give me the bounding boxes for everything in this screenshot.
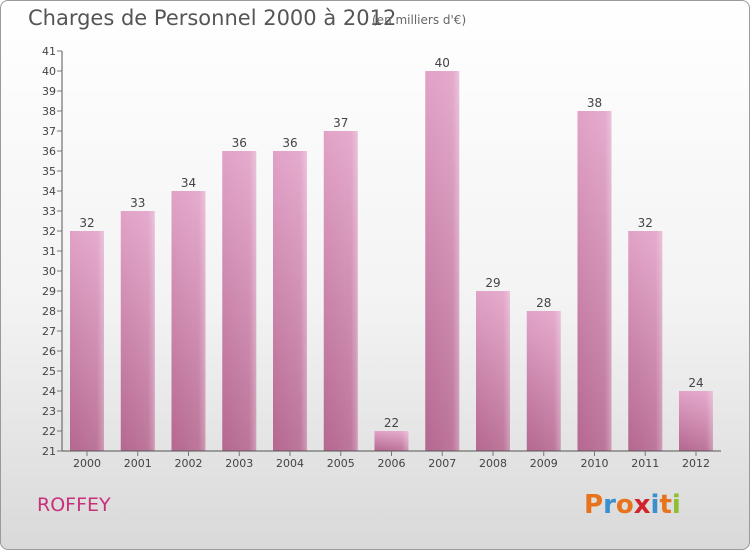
y-tick-label: 23: [42, 405, 56, 418]
y-tick-label: 28: [42, 305, 56, 318]
bar-shine-2006: [374, 431, 409, 451]
bars: 32 33 34 36 36 37 22 40 29 28 38 32 24: [70, 56, 713, 451]
value-label-2004: 36: [282, 136, 297, 150]
y-tick-label: 29: [42, 285, 56, 298]
y-tick-label: 37: [42, 125, 56, 138]
value-label-2001: 33: [130, 196, 145, 210]
value-label-2009: 28: [536, 296, 551, 310]
proxiti-logo[interactable]: Proxiti: [584, 490, 681, 520]
y-axis: 21 22 23 24 25 26 27 28 29 30 31 32 33 34 35 36 37 38 39 40…: [42, 45, 63, 458]
y-tick-label: 35: [42, 165, 56, 178]
value-label-2005: 37: [333, 116, 348, 130]
value-label-2008: 29: [485, 276, 500, 290]
bar-shine-2012: [679, 391, 713, 451]
bar-shine-2011: [628, 231, 663, 451]
x-tick-label-2000: 2000: [73, 457, 101, 470]
logo-letter: i: [671, 490, 681, 520]
chart-title: Charges de Personnel 2000 à 2012: [28, 6, 397, 30]
value-label-2012: 24: [688, 376, 703, 390]
x-tick-label-2004: 2004: [276, 457, 304, 470]
y-tick-label: 41: [42, 45, 56, 58]
x-tick-label-2008: 2008: [479, 457, 507, 470]
y-tick-label: 27: [42, 325, 56, 338]
value-label-2007: 40: [435, 56, 450, 70]
y-tick-label: 25: [42, 365, 56, 378]
y-tick-label: 40: [42, 65, 56, 78]
logo-letter: r: [603, 490, 616, 520]
y-tick-label: 30: [42, 265, 56, 278]
y-tick-label: 39: [42, 85, 56, 98]
logo-letter: t: [659, 490, 672, 520]
x-axis: 2000 2001 2002 2003 2004 2005 2006 2007 2008 2009…: [62, 450, 721, 470]
value-label-2003: 36: [232, 136, 247, 150]
x-tick-label-2003: 2003: [225, 457, 253, 470]
x-tick-label-2011: 2011: [631, 457, 659, 470]
value-label-2011: 32: [638, 216, 653, 230]
x-tick-label-2007: 2007: [428, 457, 456, 470]
bar-shine-2008: [476, 291, 510, 451]
logo-letter: P: [584, 490, 604, 520]
value-label-2010: 38: [587, 96, 602, 110]
y-tick-label: 34: [42, 185, 56, 198]
y-tick-label: 24: [42, 385, 56, 398]
x-tick-label-2010: 2010: [581, 457, 609, 470]
value-label-2006: 22: [384, 416, 399, 430]
y-tick-label: 21: [42, 445, 56, 458]
bar-shine-2004: [273, 151, 307, 451]
chart-unit-label: (en milliers d'€): [372, 13, 467, 27]
x-tick-label-2012: 2012: [682, 457, 710, 470]
x-tick-label-2001: 2001: [124, 457, 152, 470]
bar-shine-2010: [577, 111, 612, 451]
value-label-2000: 32: [79, 216, 94, 230]
logo-letter: x: [633, 490, 651, 520]
y-tick-label: 22: [42, 425, 56, 438]
y-tick-label: 38: [42, 105, 56, 118]
commune-name: ROFFEY: [37, 494, 111, 516]
bar-shine-2003: [222, 151, 257, 451]
bar-shine-2002: [171, 191, 206, 451]
logo-letter: i: [650, 490, 660, 520]
y-tick-label: 26: [42, 345, 56, 358]
y-tick-label: 31: [42, 245, 56, 258]
y-tick-label: 32: [42, 225, 56, 238]
y-tick-label: 36: [42, 145, 56, 158]
bar-shine-2009: [526, 311, 561, 451]
logo-letter: o: [615, 490, 634, 520]
x-tick-label-2009: 2009: [530, 457, 558, 470]
bar-shine-2007: [425, 71, 460, 451]
bar-shine-2000: [70, 231, 104, 451]
bar-shine-2005: [323, 131, 358, 451]
y-tick-label: 33: [42, 205, 56, 218]
x-tick-label-2005: 2005: [327, 457, 355, 470]
value-label-2002: 34: [181, 176, 196, 190]
bar-shine-2001: [120, 211, 155, 451]
x-tick-label-2006: 2006: [378, 457, 406, 470]
x-tick-label-2002: 2002: [175, 457, 203, 470]
